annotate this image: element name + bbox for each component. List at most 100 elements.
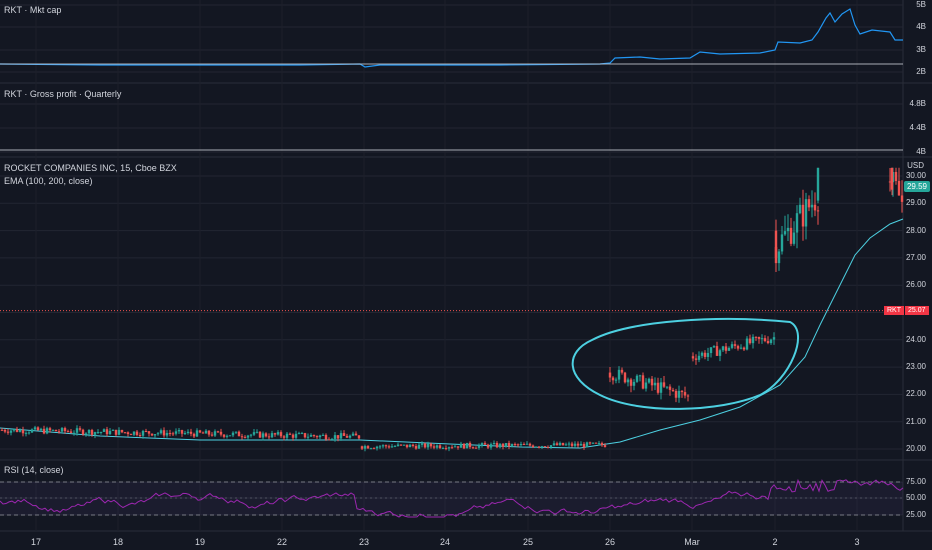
candle-body-130 — [390, 446, 394, 448]
candle-body-276 — [900, 195, 904, 202]
candle-body-85 — [255, 431, 259, 433]
candle-body-263 — [792, 232, 796, 244]
candle-body-230 — [694, 358, 698, 360]
candle-body-277 — [774, 230, 778, 258]
candle-body-227 — [683, 392, 687, 396]
candle-body-251 — [757, 336, 761, 339]
candle-body-134 — [402, 444, 406, 446]
candle-body-202 — [608, 372, 612, 378]
candle-body-62 — [186, 431, 190, 434]
candle-body-186 — [558, 442, 562, 446]
candle-body-168 — [504, 443, 508, 447]
candle-body-209 — [629, 379, 633, 386]
candle-body-243 — [733, 344, 737, 346]
candle-body-238 — [718, 350, 722, 356]
candle-body-45 — [135, 431, 139, 436]
gross-profit-pane-label: RKT · Gross profit · Quarterly — [4, 89, 122, 99]
candle-body-117 — [351, 433, 355, 436]
ema-indicator-label: EMA (100, 200, close) — [4, 176, 93, 186]
candle-body-103 — [309, 435, 313, 437]
candle-body-247 — [745, 338, 749, 350]
candle-body-30 — [90, 429, 94, 435]
candle-body-172 — [516, 444, 520, 446]
candle-body-192 — [576, 443, 580, 446]
candle-body-10 — [30, 429, 34, 433]
candle-body-137 — [411, 444, 415, 447]
candle-body-218 — [656, 382, 660, 393]
candle-body-140 — [420, 443, 424, 445]
candle-body-54 — [162, 430, 166, 436]
candle-body-91 — [273, 433, 277, 435]
candle-body-208 — [626, 379, 630, 383]
candle-body-245 — [739, 347, 743, 349]
candle-body-18 — [54, 429, 58, 432]
candle-body-212 — [638, 375, 642, 377]
candle-body-250 — [754, 336, 758, 338]
x-axis-label-3: 22 — [276, 537, 288, 547]
candle-body-97 — [291, 434, 295, 438]
candle-body-28 — [84, 433, 88, 435]
candle-body-165 — [495, 442, 499, 448]
candle-body-119 — [357, 435, 361, 439]
candle-body-29 — [87, 429, 91, 434]
candle-body-79 — [237, 431, 241, 437]
candle-body-148 — [444, 448, 448, 450]
candle-body-157 — [471, 447, 475, 449]
candle-body-171 — [513, 444, 517, 446]
candle-body-34 — [102, 429, 106, 432]
candle-body-19 — [57, 431, 61, 433]
candle-body-175 — [525, 443, 529, 445]
candle-body-90 — [270, 433, 274, 438]
candle-body-50 — [150, 433, 154, 436]
candle-body-185 — [555, 443, 559, 446]
x-axis-label-10: 3 — [854, 537, 860, 547]
candle-body-100 — [300, 433, 304, 435]
candle-body-266 — [801, 204, 805, 227]
candle-body-270 — [813, 204, 817, 211]
candle-body-110 — [330, 438, 334, 440]
candle-body-151 — [453, 446, 457, 448]
mktcap-pane-label: RKT · Mkt cap — [4, 5, 62, 15]
candle-body-129 — [387, 446, 391, 448]
candle-body-58 — [174, 431, 178, 434]
candle-body-16 — [48, 428, 52, 431]
candle-body-206 — [620, 369, 624, 373]
candle-body-193 — [579, 443, 583, 446]
candle-body-198 — [594, 442, 598, 444]
candle-body-147 — [441, 448, 445, 450]
candle-body-249 — [751, 336, 755, 344]
candle-body-5 — [15, 429, 19, 432]
candle-body-47 — [141, 431, 145, 436]
candle-body-181 — [543, 446, 547, 448]
main-pane-title: ROCKET COMPANIES INC, 15, Cboe BZX — [4, 163, 177, 173]
candle-body-189 — [567, 443, 571, 445]
candle-body-234 — [706, 353, 710, 357]
candle-body-40 — [120, 429, 124, 433]
candle-body-191 — [573, 443, 577, 446]
rsi-tick-0: 75.00 — [905, 477, 926, 486]
candle-body-152 — [456, 446, 460, 448]
x-axis-label-5: 24 — [439, 537, 451, 547]
candle-body-31 — [93, 432, 97, 435]
candle-body-77 — [231, 432, 235, 436]
candle-body-76 — [228, 435, 232, 437]
candle-body-232 — [700, 352, 704, 356]
candle-body-17 — [51, 429, 55, 431]
currency-label: USD — [907, 161, 924, 170]
candle-body-116 — [348, 435, 352, 438]
candle-body-163 — [489, 444, 493, 448]
mktcap-tick-0: 5B — [916, 0, 926, 9]
price-tick-10: 20.00 — [905, 444, 926, 453]
candle-body-205 — [617, 369, 621, 380]
x-axis-label-4: 23 — [358, 537, 370, 547]
mktcap-tick-2: 3B — [916, 45, 926, 54]
candle-body-60 — [180, 430, 184, 434]
candle-body-261 — [786, 227, 790, 232]
candle-body-264 — [795, 213, 799, 233]
candle-body-262 — [789, 227, 793, 244]
candle-body-160 — [480, 443, 484, 446]
candle-body-80 — [240, 436, 244, 438]
candle-body-7 — [21, 429, 25, 434]
candle-body-158 — [474, 447, 478, 449]
